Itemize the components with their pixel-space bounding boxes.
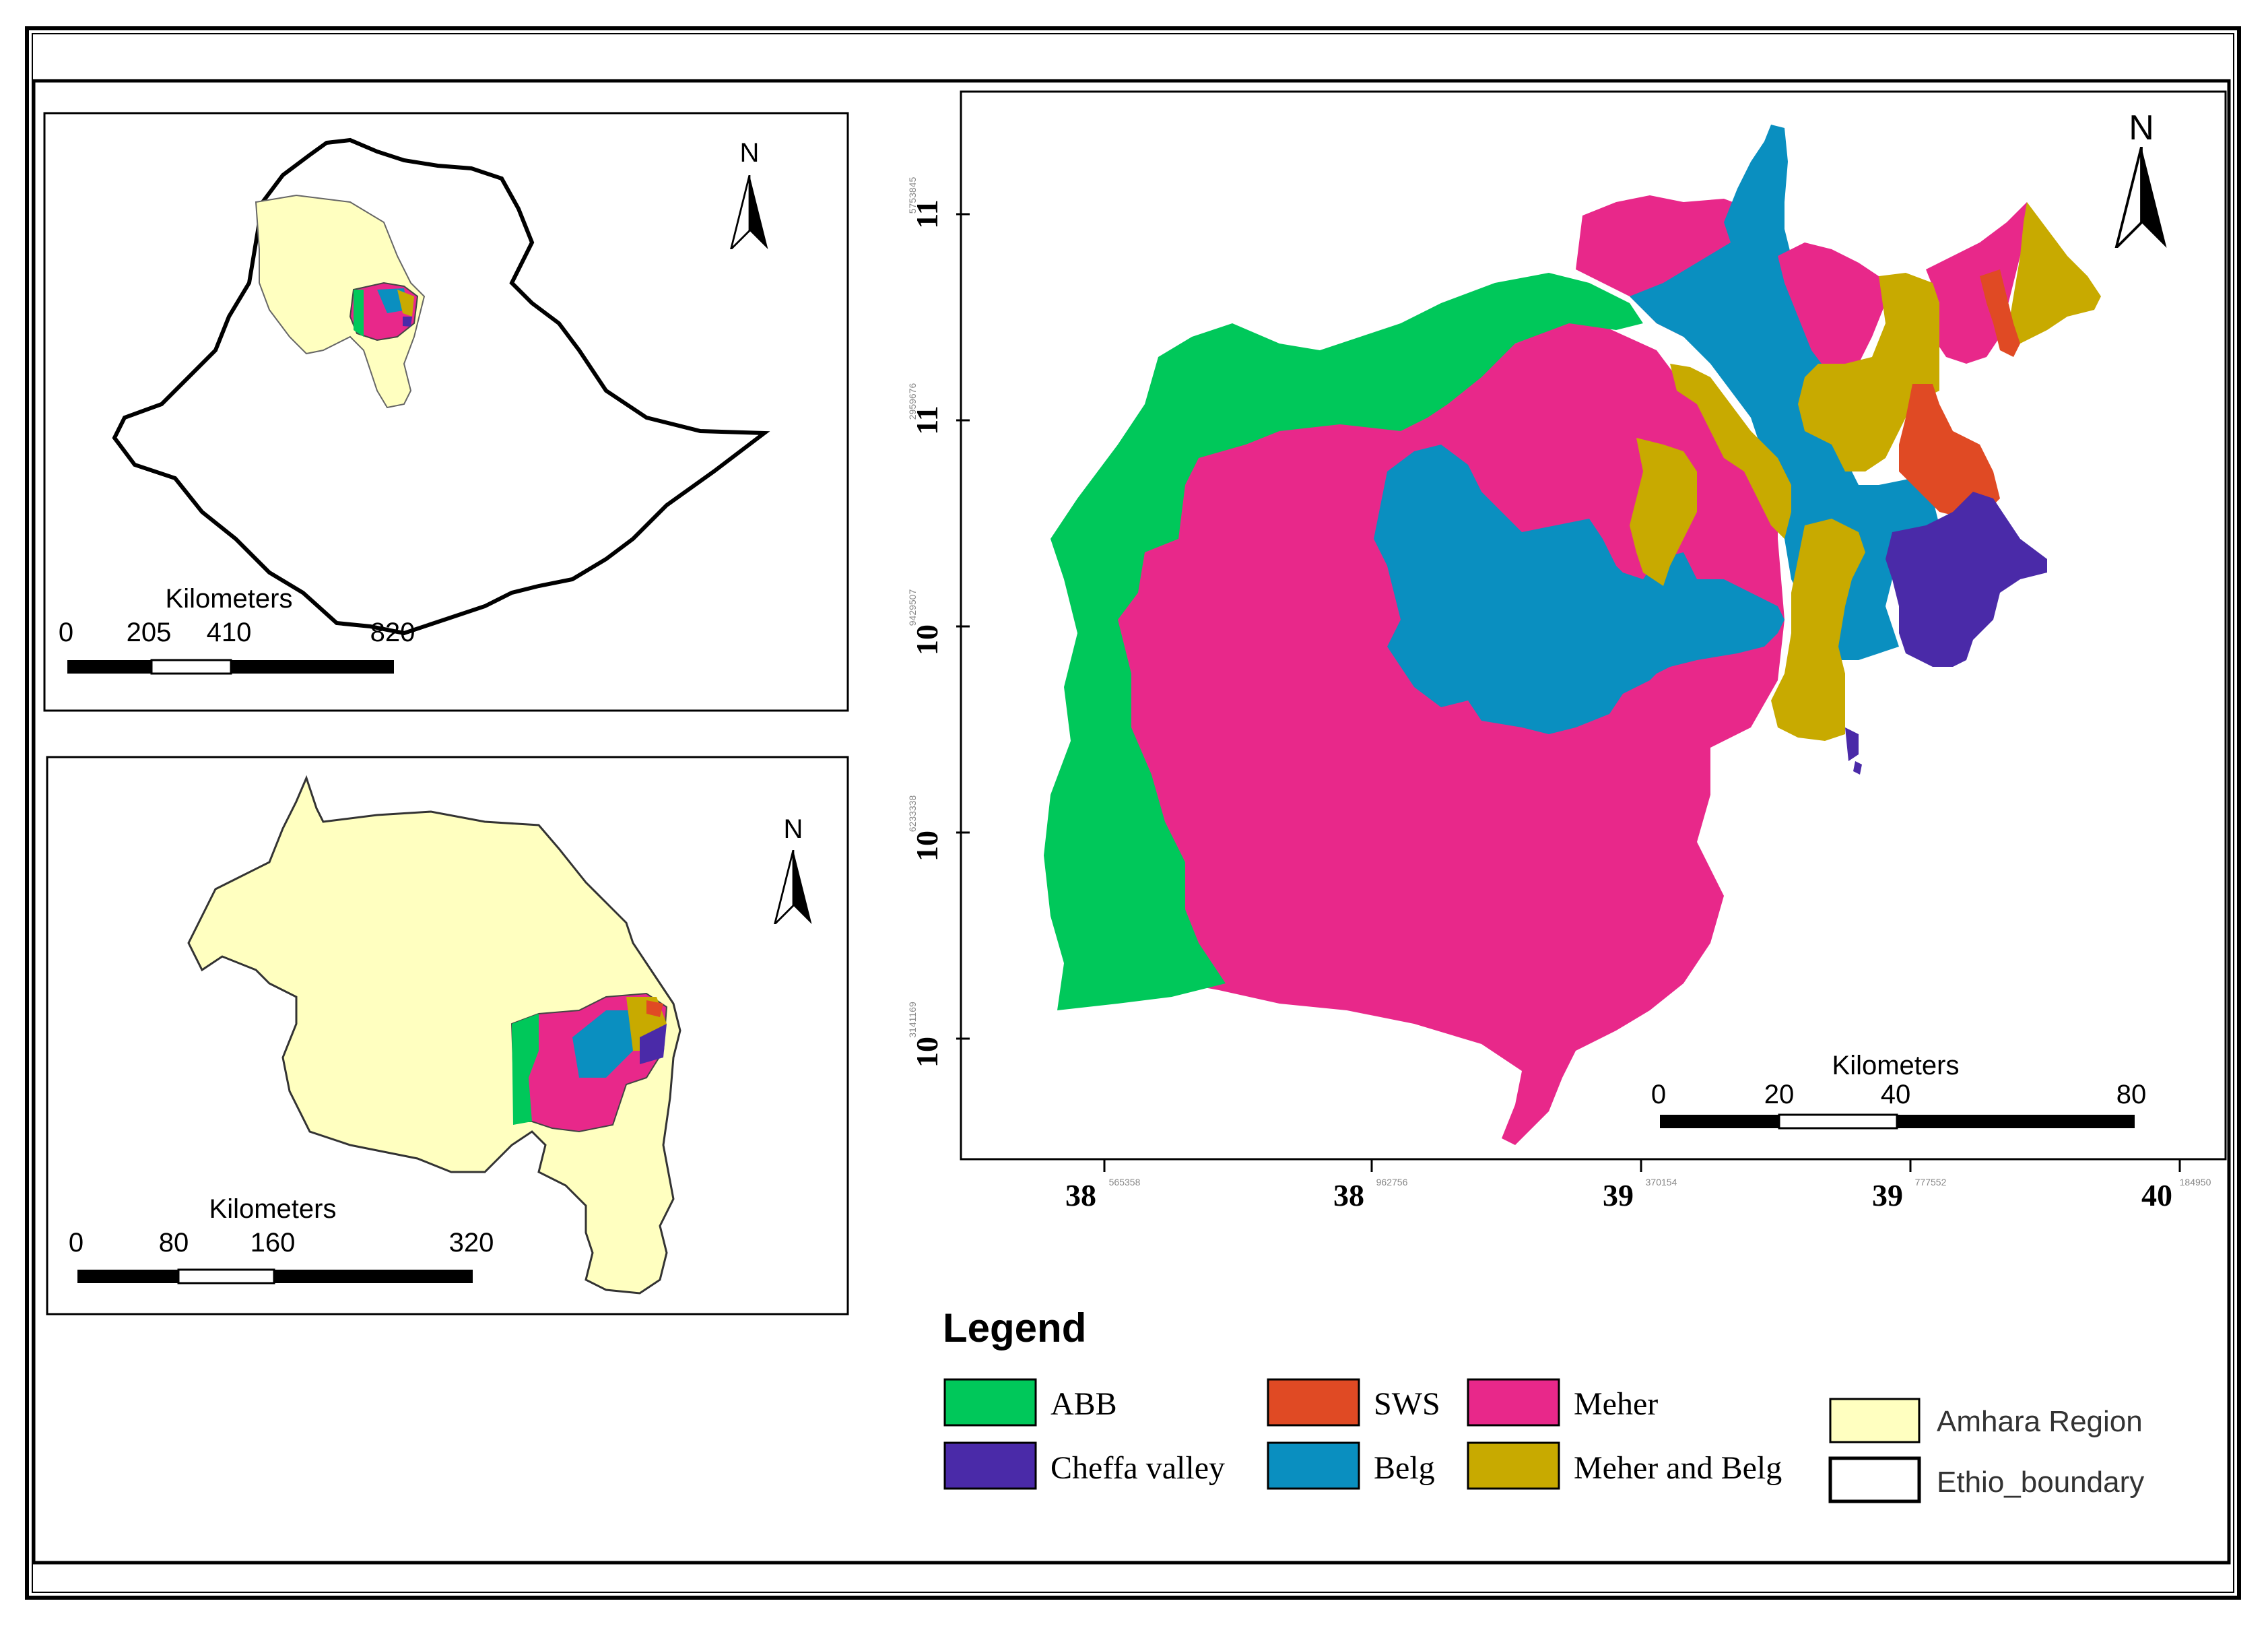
- legend-label: SWS: [1374, 1386, 1440, 1422]
- y-axis-label: 10: [910, 624, 944, 655]
- scale-tick: 820: [370, 618, 415, 647]
- legend-swatch-amhara-region: [1829, 1398, 1921, 1443]
- x-axis-small-label: 184950: [2180, 1177, 2211, 1187]
- north-label: N: [2129, 108, 2154, 148]
- zone-abb: [1044, 273, 1643, 1010]
- zone-cheffa-valley-small: [1853, 761, 1862, 775]
- zone-cheffa-valley: [1886, 492, 2047, 667]
- zone-belg: [1374, 445, 1785, 734]
- scale-tick: 0: [59, 618, 73, 647]
- x-axis-small-label: 962756: [1376, 1177, 1408, 1187]
- scale-segment: [1778, 1113, 1898, 1130]
- x-axis: 38 38 39 39 40 565358 962756 370154 7775…: [1065, 1159, 2211, 1212]
- north-label: N: [784, 814, 803, 844]
- zone-sws-ne: [1980, 269, 2020, 357]
- scale-segment: [231, 660, 394, 674]
- scale-segment: [1897, 1115, 2135, 1128]
- y-axis-label: 10: [910, 831, 944, 861]
- zone-meher-belg-strip: [1670, 364, 1791, 539]
- x-axis-small-label: 565358: [1109, 1177, 1141, 1187]
- legend-label: Ethio_boundary: [1937, 1466, 2144, 1499]
- zone-meher-ne2: [1926, 202, 2034, 364]
- x-axis-label: 38: [1065, 1178, 1096, 1212]
- x-axis-label: 38: [1333, 1178, 1364, 1212]
- zone-belg-north: [1630, 125, 1939, 660]
- zone-sws: [1899, 384, 2000, 519]
- x-axis-small-label: 777552: [1915, 1177, 1947, 1187]
- inset-amhara: N Kilometers 0 80 160 320: [46, 756, 849, 1315]
- legend-swatch-meher: [1467, 1378, 1560, 1427]
- y-axis-label: 11: [910, 199, 944, 228]
- legend-label: Amhara Region: [1937, 1405, 2143, 1438]
- scale-tick: 40: [1881, 1080, 1911, 1109]
- zone-meher-ne: [1778, 242, 1886, 377]
- zone-meher: [1098, 317, 1785, 1145]
- legend-label: Meher and Belg: [1574, 1450, 1782, 1486]
- scale-title: Kilometers: [166, 584, 293, 614]
- scale-tick: 160: [251, 1228, 296, 1258]
- x-axis-label: 39: [1603, 1178, 1634, 1212]
- legend-swatch-meher-and-belg: [1467, 1441, 1560, 1490]
- zone-meher-belg-ne: [2007, 202, 2101, 344]
- legend-swatch-abb: [943, 1378, 1037, 1427]
- x-axis-small-label: 370154: [1646, 1177, 1677, 1187]
- scale-title: Kilometers: [209, 1194, 337, 1224]
- legend-title: Legend: [943, 1305, 1086, 1350]
- scale-segment: [177, 1268, 275, 1284]
- content-frame: [32, 79, 2231, 1565]
- zone-meher-belg-south: [1771, 519, 1865, 741]
- x-axis-label: 39: [1872, 1178, 1903, 1212]
- scale-title: Kilometers: [1832, 1051, 1960, 1080]
- inset-ethiopia: N Kilometers 0 205 410 820: [43, 112, 849, 712]
- study-area-small: [349, 282, 419, 341]
- y-axis-label: 11: [910, 405, 944, 434]
- scale-segment: [150, 659, 232, 675]
- legend-swatch-sws: [1267, 1378, 1360, 1427]
- x-axis-label: 40: [2141, 1178, 2172, 1212]
- y-axis-small-label: 9429507: [907, 589, 918, 626]
- legend-label: Cheffa valley: [1050, 1450, 1225, 1486]
- north-label: N: [740, 138, 760, 168]
- y-axis: 11 11 10 10 10 5753845 2959676 9429507 6…: [907, 177, 970, 1068]
- scale-tick: 205: [127, 618, 172, 647]
- zone-meher-belg-north: [1798, 273, 1939, 471]
- legend-label: Belg: [1374, 1450, 1435, 1486]
- scale-segment: [1660, 1115, 1779, 1128]
- y-axis-small-label: 3141169: [907, 1002, 918, 1038]
- y-axis-small-label: 6233338: [907, 795, 918, 833]
- scale-tick: 80: [2116, 1080, 2147, 1109]
- scale-tick: 320: [449, 1228, 494, 1258]
- amhara-region: [187, 775, 681, 1295]
- legend-swatch-ethio-boundary: [1828, 1456, 1921, 1503]
- scale-tick: 0: [69, 1228, 84, 1258]
- scale-segment: [274, 1270, 473, 1283]
- y-axis-label: 10: [910, 1037, 944, 1068]
- legend-swatch-belg: [1267, 1441, 1360, 1490]
- main-map: 11 11 10 10 10 5753845 2959676 9429507 6…: [907, 90, 2227, 1212]
- amhara-region-small: [255, 194, 426, 409]
- legend: Legend ABB SWS Meher Cheffa valley Belg …: [943, 1305, 2144, 1503]
- scale-tick: 0: [1651, 1080, 1666, 1109]
- legend-swatch-cheffa-valley: [943, 1441, 1037, 1490]
- zone-cheffa-valley-small: [1845, 727, 1859, 761]
- legend-label: ABB: [1050, 1386, 1117, 1422]
- y-axis-small-label: 2959676: [907, 383, 918, 420]
- zone-meher-belg-mid: [1630, 438, 1697, 586]
- scale-segment: [67, 660, 152, 674]
- legend-label: Meher: [1574, 1386, 1658, 1422]
- scale-tick: 80: [159, 1228, 189, 1258]
- study-area-medium: [510, 992, 668, 1133]
- scale-segment: [77, 1270, 178, 1283]
- scale-tick: 410: [207, 618, 252, 647]
- y-axis-small-label: 5753845: [907, 177, 918, 214]
- scale-tick: 20: [1764, 1080, 1795, 1109]
